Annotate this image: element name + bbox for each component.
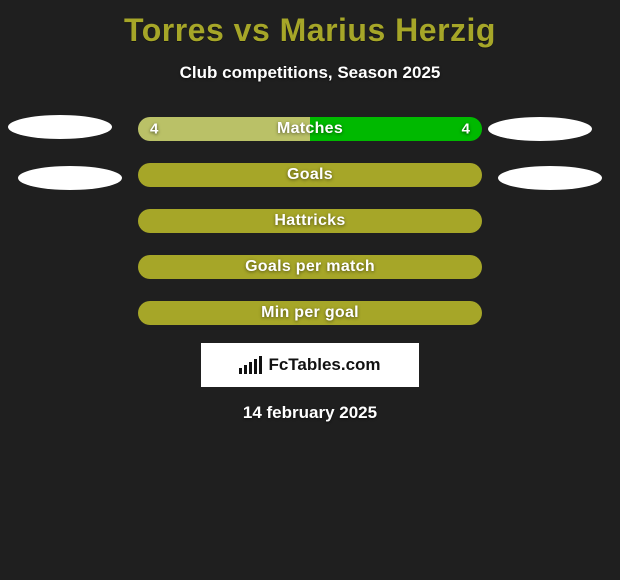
stat-row: Goals per match bbox=[0, 255, 620, 279]
stat-bar: Min per goal bbox=[138, 301, 482, 325]
avatar-ellipse-left bbox=[18, 166, 122, 190]
stat-row: 4 4 Matches bbox=[0, 117, 620, 141]
avatar-ellipse-right bbox=[498, 166, 602, 190]
bar-chart-icon bbox=[239, 356, 262, 374]
avatar-ellipse-right bbox=[488, 117, 592, 141]
stat-label: Goals per match bbox=[245, 258, 375, 276]
stat-bar: 4 4 Matches bbox=[138, 117, 482, 141]
stat-row: Min per goal bbox=[0, 301, 620, 325]
stat-bar: Goals bbox=[138, 163, 482, 187]
stat-bar: Goals per match bbox=[138, 255, 482, 279]
date-label: 14 february 2025 bbox=[243, 403, 377, 423]
stat-label: Hattricks bbox=[274, 212, 345, 230]
stat-bar: Hattricks bbox=[138, 209, 482, 233]
stat-label: Min per goal bbox=[261, 304, 359, 322]
avatar-ellipse-left bbox=[8, 115, 112, 139]
brand-text: FcTables.com bbox=[268, 355, 380, 375]
stat-label: Goals bbox=[287, 166, 333, 184]
stat-value-left: 4 bbox=[150, 121, 158, 138]
stat-row: Goals bbox=[0, 163, 620, 187]
stat-value-right: 4 bbox=[462, 121, 470, 138]
stat-label: Matches bbox=[277, 120, 343, 138]
stat-row: Hattricks bbox=[0, 209, 620, 233]
brand-box[interactable]: FcTables.com bbox=[201, 343, 419, 387]
subtitle: Club competitions, Season 2025 bbox=[180, 63, 441, 83]
stats-rows: 4 4 Matches Goals Hattricks Goals per match Mi… bbox=[0, 117, 620, 325]
page-title: Torres vs Marius Herzig bbox=[124, 12, 496, 49]
